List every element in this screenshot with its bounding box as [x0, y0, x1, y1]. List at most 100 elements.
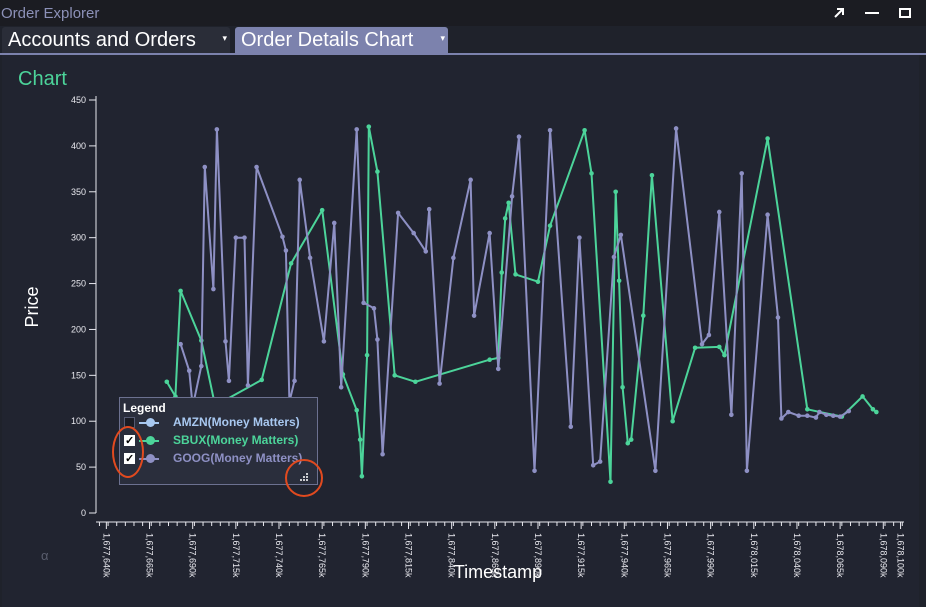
legend-label-goog[interactable]: GOOG(Money Matters) — [173, 451, 303, 465]
legend-resize-handle-icon[interactable] — [297, 469, 309, 481]
data-point — [649, 172, 655, 178]
x-tick-label: 1,678,015k — [749, 533, 759, 578]
minimize-icon[interactable] — [863, 4, 881, 22]
data-point — [805, 413, 810, 419]
data-point — [380, 451, 385, 457]
x-tick-label: 1,677,815k — [403, 533, 413, 578]
data-point — [319, 207, 325, 213]
data-point — [625, 440, 631, 446]
data-point — [620, 384, 625, 390]
data-point — [178, 341, 183, 347]
data-point — [590, 462, 596, 468]
x-tick-label: 1,678,090k — [878, 533, 888, 578]
data-point — [729, 412, 734, 418]
window-title: Order Explorer — [1, 5, 100, 22]
x-tick-label: 1,677,890k — [533, 533, 543, 578]
data-point — [860, 394, 865, 399]
data-point — [254, 164, 259, 170]
data-point — [502, 216, 508, 221]
data-point — [706, 332, 712, 338]
legend-label-amzn[interactable]: AMZN(Money Matters) — [173, 415, 300, 429]
data-point — [280, 234, 285, 240]
data-point — [779, 416, 784, 421]
data-point — [616, 278, 622, 284]
data-point — [739, 171, 745, 176]
data-point — [426, 206, 432, 212]
y-tick-label: 200 — [71, 324, 86, 334]
data-point — [233, 235, 239, 240]
data-point — [589, 171, 594, 176]
y-tick-label: 450 — [71, 95, 86, 105]
tab-caret-icon[interactable]: ▾ — [222, 33, 227, 43]
data-point — [692, 345, 698, 351]
data-point — [830, 413, 836, 419]
tab-label: Order Details Chart — [241, 29, 414, 51]
tab-accounts-and-orders[interactable]: Accounts and Orders ▾ — [2, 27, 230, 53]
maximize-icon[interactable] — [896, 4, 914, 22]
data-point — [509, 194, 515, 199]
data-point — [547, 127, 553, 133]
data-point — [716, 209, 722, 215]
data-point — [499, 270, 505, 275]
data-point — [202, 164, 208, 170]
data-point — [611, 254, 617, 260]
data-point — [796, 413, 801, 419]
data-point — [817, 409, 822, 415]
data-point — [178, 288, 183, 294]
legend-label-sbux[interactable]: SBUX(Money Matters) — [173, 433, 299, 447]
data-point — [395, 210, 401, 216]
chart-legend[interactable]: Legend AMZN(Money Matters) ✓ SBUX(Money … — [119, 397, 318, 485]
legend-checkbox-goog[interactable]: ✓ — [124, 453, 135, 465]
data-point — [744, 468, 750, 474]
x-axis-label: Timestamp — [454, 562, 542, 582]
data-point — [164, 379, 170, 385]
x-tick-label: 1,677,665k — [145, 533, 155, 578]
data-point — [653, 468, 658, 474]
data-point — [375, 337, 380, 342]
data-point — [608, 479, 613, 485]
data-point — [618, 232, 624, 238]
data-point — [506, 200, 511, 206]
data-point — [468, 177, 473, 183]
x-tick-label: 1,677,790k — [360, 533, 370, 578]
data-point — [223, 339, 228, 344]
data-point — [495, 366, 501, 372]
tab-order-details-chart[interactable]: Order Details Chart ▾ — [235, 27, 448, 53]
y-tick-label: 400 — [71, 141, 86, 151]
x-tick-label: 1,677,640k — [101, 533, 111, 578]
y-tick-label: 150 — [71, 370, 86, 380]
x-tick-label: 1,677,740k — [274, 533, 284, 578]
data-point — [366, 124, 372, 129]
legend-dot-icon — [146, 436, 155, 445]
window-titlebar: Order Explorer — [0, 0, 926, 26]
data-point — [699, 341, 705, 347]
data-point — [775, 315, 781, 320]
data-point — [813, 415, 819, 420]
tab-underline — [0, 53, 926, 55]
legend-checkbox-sbux[interactable]: ✓ — [124, 435, 135, 447]
data-point — [354, 407, 360, 413]
popout-icon[interactable] — [830, 4, 848, 22]
x-tick-label: 1,677,965k — [662, 533, 672, 578]
tab-label: Accounts and Orders — [8, 29, 196, 51]
data-point — [487, 357, 492, 363]
data-point — [513, 272, 518, 277]
data-point — [547, 223, 553, 229]
data-point — [487, 230, 492, 236]
data-point — [359, 473, 365, 479]
data-point — [516, 134, 522, 140]
data-point — [451, 255, 456, 261]
tab-caret-icon[interactable]: ▾ — [440, 33, 445, 43]
data-point — [392, 373, 397, 378]
data-point — [716, 344, 722, 350]
data-point — [423, 249, 429, 254]
data-point — [670, 418, 675, 424]
x-tick-label: 1,677,690k — [188, 533, 198, 578]
x-tick-label: 1,677,840k — [447, 533, 457, 578]
x-tick-label: 1,678,100k — [896, 533, 906, 578]
y-tick-label: 50 — [76, 462, 86, 472]
legend-checkbox-amzn[interactable] — [124, 417, 135, 428]
y-tick-label: 0 — [81, 508, 86, 518]
x-tick-label: 1,677,765k — [317, 533, 327, 578]
